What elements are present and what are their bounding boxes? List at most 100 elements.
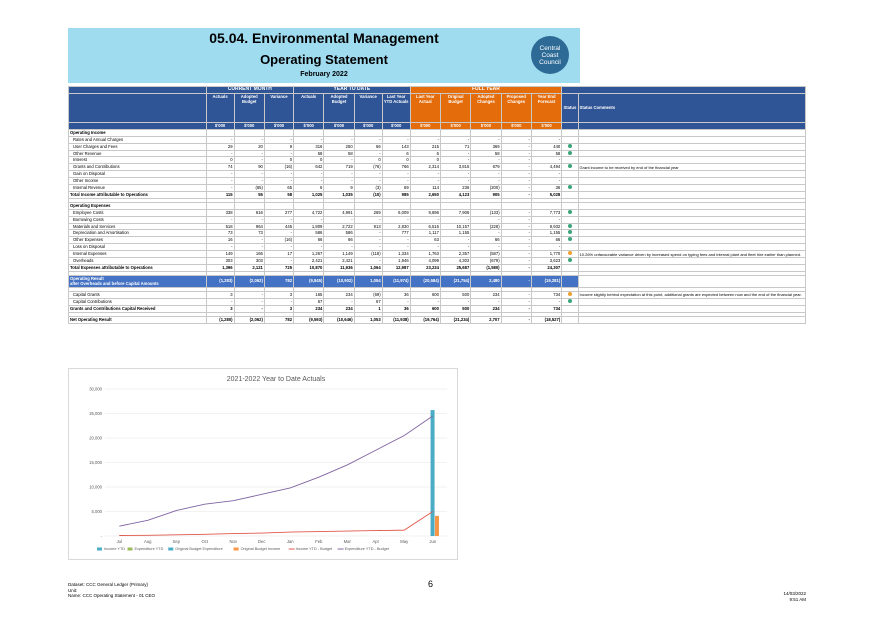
table-cell: 114 (409, 184, 441, 192)
status-comment (577, 297, 807, 306)
row-label: Operating Income (68, 128, 207, 137)
table-cell: 616 (233, 208, 265, 217)
table-cell: 234 (470, 304, 502, 313)
table-cell: (16) (263, 236, 295, 245)
line-expenditure-ytd-budget (119, 415, 434, 527)
legend-swatch (97, 547, 102, 551)
chart-canvas: 2021-2022 Year to Date Actuals - 5,000 10,0… (89, 376, 447, 551)
row-label: Capital Grants (68, 290, 207, 299)
table-cell: - (500, 229, 532, 238)
table-cell: - (205, 149, 235, 158)
table-cell: 12,987 (381, 264, 411, 272)
table-cell: (2,062) (233, 274, 265, 288)
legend-label: Expenditure YTD - Budget (345, 547, 390, 551)
table-cell: (69) (353, 290, 383, 299)
table-cell: 2,421 (293, 257, 325, 266)
table-cell: 66 (293, 236, 325, 245)
table-cell (409, 128, 441, 137)
council-logo: Central Coast Council (531, 36, 569, 74)
status-cell (561, 190, 579, 199)
table-cell: 1,064 (353, 264, 383, 272)
table-cell: - (409, 170, 441, 179)
status-comment (577, 215, 807, 224)
table-cell: 3 (205, 304, 235, 313)
status-indicator-icon (567, 164, 572, 169)
x-tick-label: Dec (258, 539, 265, 544)
status-indicator-icon (567, 237, 572, 242)
table-cell: - (353, 229, 383, 238)
table-cell: (2,062) (233, 315, 265, 324)
status-comment: Income slightly behind expectation at th… (577, 290, 807, 299)
status-cell (561, 156, 579, 165)
x-tick-label: Nov (230, 539, 238, 544)
table-cell: - (323, 156, 355, 165)
row-label: Total Expenses attributable to Operation… (68, 264, 207, 272)
status-indicator-icon (567, 210, 572, 214)
table-cell: - (233, 156, 265, 165)
table-cell: 4,494 (530, 163, 563, 172)
table-cell: - (500, 315, 532, 324)
status-cell (561, 177, 579, 186)
status-comment (577, 243, 807, 252)
table-cell: 63 (409, 236, 441, 245)
table-cell: 58 (323, 149, 355, 158)
table-cell: 4,991 (323, 208, 355, 217)
footer-right: 14/03/2022 9:51 AM (783, 591, 806, 602)
table-cell: 1,155 (530, 229, 563, 238)
row-label: Gain on Disposal (68, 170, 207, 179)
table-cell: (228) (470, 222, 502, 231)
table-cell: - (470, 177, 502, 186)
table-cell: 4,123 (439, 190, 472, 199)
table-row: Capital Contributions - - -67-67- - - - - - (68, 297, 807, 306)
ytd-actuals-chart: 2021-2022 Year to Date Actuals - 5,000 10,0… (68, 368, 458, 560)
table-cell (233, 128, 265, 137)
table-row: Overheads 303 303-2,421 2,421-1,946 4,099 4,3… (68, 257, 807, 266)
logo-line: Central (539, 44, 561, 52)
row-label: Rates and Annual Charges (68, 135, 207, 144)
table-cell: 303 (233, 257, 265, 266)
table-cell: - (353, 243, 383, 252)
table-cell: - (205, 177, 235, 186)
table-cell: 24,307 (530, 264, 563, 272)
table-cell (263, 128, 295, 137)
table-cell: - (263, 135, 295, 144)
unit-header: $'000 (409, 121, 441, 130)
table-cell: - (470, 135, 502, 144)
table-cell: 2,722 (323, 222, 355, 231)
status-cell (561, 250, 579, 259)
row-label-line: Operating Result (70, 275, 104, 281)
table-cell: - (439, 170, 472, 179)
x-tick-label: Jan (287, 539, 294, 544)
table-row: Grants and Contributions Capital Receive… (68, 304, 807, 313)
x-tick-label: Apr (372, 539, 379, 544)
table-row (68, 197, 807, 203)
unit-header: $'000 (293, 121, 325, 130)
table-cell: 679 (470, 163, 502, 172)
table-cell: - (293, 177, 325, 186)
status-comment (577, 315, 807, 324)
table-row: Operating Result after Overheads and befo… (68, 274, 807, 288)
table-cell: - (323, 170, 355, 179)
table-cell: 3,815 (439, 163, 472, 172)
table-row: Net Operating Result (1,280) (2,062) 782 (9,… (68, 315, 807, 324)
footer-left: Dataset: CCC General Ledger (Primary) Un… (68, 582, 155, 599)
table-cell: - (323, 215, 355, 224)
table-cell: - (439, 297, 472, 306)
col-header: Year End Forecast (530, 92, 563, 123)
table-cell: (11,974) (381, 274, 411, 288)
table-cell: - (409, 243, 441, 252)
table-cell (263, 201, 295, 210)
status-cell (561, 243, 579, 252)
table-cell: - (353, 257, 383, 266)
table-row (68, 311, 807, 317)
table-cell (323, 311, 355, 317)
table-cell: - (470, 170, 502, 179)
table-cell: - (381, 215, 411, 224)
table-cell: - (439, 156, 472, 165)
legend-label: Income YTD (104, 547, 125, 551)
status-cell (561, 264, 579, 272)
y-tick-label: 15,000 (89, 460, 102, 465)
status-cell (561, 128, 579, 137)
status-cell (561, 229, 579, 238)
table-cell: - (381, 297, 411, 306)
